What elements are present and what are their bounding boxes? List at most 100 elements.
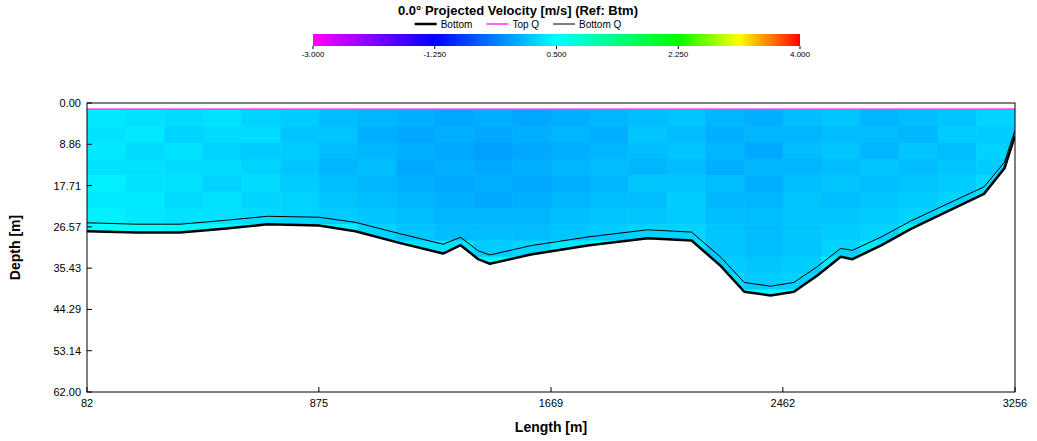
cell — [551, 175, 590, 192]
cell — [512, 143, 551, 160]
cell — [821, 143, 860, 160]
cell — [744, 273, 783, 290]
y-tick — [87, 144, 92, 145]
cell — [938, 126, 977, 143]
cell — [706, 289, 745, 306]
cell — [783, 208, 822, 225]
cell — [319, 126, 358, 143]
cell — [938, 175, 977, 192]
series-line — [87, 136, 1015, 296]
y-tick — [87, 268, 92, 269]
cell — [203, 126, 242, 143]
y-tick-label: 17.71 — [53, 180, 81, 192]
cell — [860, 241, 899, 258]
cell — [899, 159, 938, 176]
colorbar-tick-label: -3.000 — [302, 50, 325, 59]
cell — [667, 143, 706, 160]
x-axis-title: Length [m] — [515, 419, 587, 435]
cell — [474, 224, 513, 241]
cell — [551, 192, 590, 209]
cell — [512, 257, 551, 274]
x-tick-label: 2462 — [771, 397, 795, 409]
cell — [474, 241, 513, 258]
cell — [87, 110, 126, 127]
legend-label: Bottom Q — [579, 19, 621, 30]
series-line — [87, 130, 1015, 286]
cell — [899, 192, 938, 209]
cell — [203, 208, 242, 225]
colorbar-tick-label: 2.250 — [668, 50, 689, 59]
cell — [706, 208, 745, 225]
cell — [590, 143, 629, 160]
cell — [744, 257, 783, 274]
legend-item: Bottom — [415, 19, 473, 30]
x-tick-label: 3256 — [1003, 397, 1027, 409]
cell — [319, 175, 358, 192]
cell — [280, 175, 319, 192]
cell — [474, 175, 513, 192]
cell — [783, 241, 822, 258]
cell — [744, 175, 783, 192]
cell — [280, 192, 319, 209]
x-tick — [551, 387, 552, 392]
colorbar-tick — [800, 46, 801, 49]
cell — [280, 159, 319, 176]
cell — [87, 192, 126, 209]
cell — [628, 143, 667, 160]
cell — [203, 143, 242, 160]
cell — [783, 192, 822, 209]
cell — [87, 143, 126, 160]
cell — [280, 143, 319, 160]
cell — [280, 224, 319, 241]
cell — [590, 175, 629, 192]
cell — [744, 159, 783, 176]
cell — [783, 224, 822, 241]
cell — [87, 175, 126, 192]
cell — [860, 208, 899, 225]
cell — [280, 110, 319, 127]
cell — [706, 143, 745, 160]
legend-label: Bottom — [441, 19, 473, 30]
cell — [783, 159, 822, 176]
cells — [87, 110, 1015, 306]
cell — [126, 110, 165, 127]
cell — [976, 110, 1015, 127]
series-line — [87, 108, 1015, 109]
x-tick — [318, 387, 319, 392]
cell — [860, 110, 899, 127]
cell — [357, 110, 396, 127]
cell — [319, 192, 358, 209]
cell — [628, 192, 667, 209]
cell — [821, 208, 860, 225]
cell — [938, 208, 977, 225]
cell — [821, 224, 860, 241]
cell — [512, 110, 551, 127]
cell — [551, 224, 590, 241]
cell — [87, 208, 126, 225]
y-tick — [87, 185, 92, 186]
cell — [551, 143, 590, 160]
cell — [783, 126, 822, 143]
cell — [590, 126, 629, 143]
cell — [783, 110, 822, 127]
cell — [357, 175, 396, 192]
cell — [435, 143, 474, 160]
x-tick-label: 875 — [310, 397, 328, 409]
y-tick — [87, 392, 92, 393]
cell — [474, 126, 513, 143]
plot-frame — [87, 103, 1015, 392]
cell — [667, 175, 706, 192]
cell — [203, 192, 242, 209]
colorbar-tick-label: 4.000 — [790, 50, 811, 59]
cell — [242, 159, 281, 176]
cell — [164, 143, 203, 160]
cell — [512, 126, 551, 143]
cell — [203, 159, 242, 176]
colorbar-tick-label: -1.250 — [423, 50, 446, 59]
cell — [899, 126, 938, 143]
cell — [744, 110, 783, 127]
y-tick-label: 44.29 — [53, 303, 81, 315]
cell — [319, 110, 358, 127]
y-tick-label: 8.86 — [60, 138, 81, 150]
cell — [396, 159, 435, 176]
